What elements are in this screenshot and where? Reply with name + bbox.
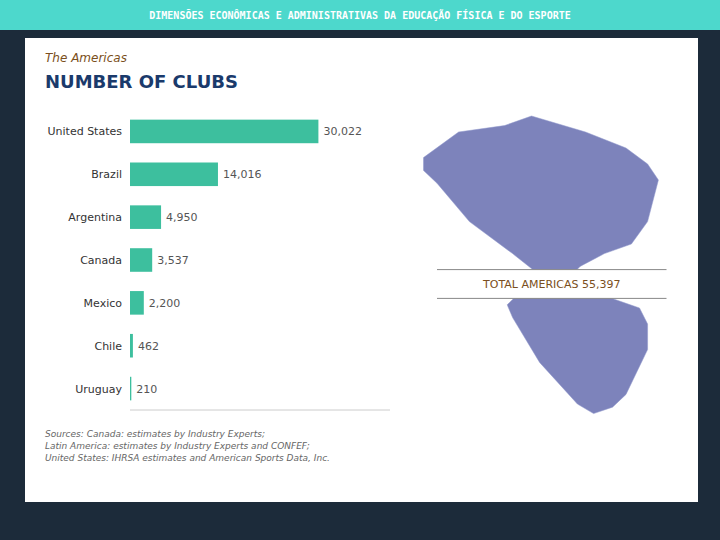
category-label: Argentina	[68, 211, 122, 224]
data-label: 210	[136, 383, 157, 396]
category-label: Mexico	[84, 297, 123, 310]
total-rule	[437, 269, 667, 270]
category-label: United States	[48, 125, 123, 138]
data-label: 14,016	[223, 168, 262, 181]
data-label: 2,200	[149, 297, 181, 310]
card	[25, 38, 698, 502]
category-label: Chile	[94, 340, 122, 353]
data-label: 462	[138, 340, 159, 353]
bar	[130, 163, 218, 187]
total-label: TOTAL AMERICAS 55,397	[482, 278, 620, 291]
banner-title: DIMENSÕES ECONÔMICAS E ADMINISTRATIVAS D…	[149, 9, 570, 21]
bars	[130, 120, 318, 401]
stage: DIMENSÕES ECONÔMICAS E ADMINISTRATIVAS D…	[0, 0, 720, 540]
data-label: 4,950	[166, 211, 198, 224]
map-south-america	[507, 289, 647, 414]
bar	[130, 248, 152, 272]
labels: United States 30,022 Brazil 14,016 Argentina…	[48, 125, 362, 395]
banner	[0, 0, 720, 30]
total-rule	[437, 298, 667, 299]
bar	[130, 120, 318, 144]
map-north-america	[424, 116, 659, 286]
bar	[130, 334, 133, 358]
sources: Sources: Canada: estimates by Industry E…	[45, 428, 665, 464]
category-label: Canada	[80, 254, 122, 267]
subtitle: The Americas	[45, 51, 127, 65]
title: NUMBER OF CLUBS	[45, 71, 238, 92]
data-label: 30,022	[323, 125, 362, 138]
category-label: Uruguay	[75, 383, 122, 396]
total-background	[437, 270, 667, 299]
category-label: Brazil	[91, 168, 122, 181]
bar	[130, 291, 144, 315]
map	[424, 116, 659, 414]
data-label: 3,537	[157, 254, 189, 267]
bar	[130, 377, 131, 401]
bar	[130, 205, 161, 229]
x-axis-line	[130, 410, 390, 411]
